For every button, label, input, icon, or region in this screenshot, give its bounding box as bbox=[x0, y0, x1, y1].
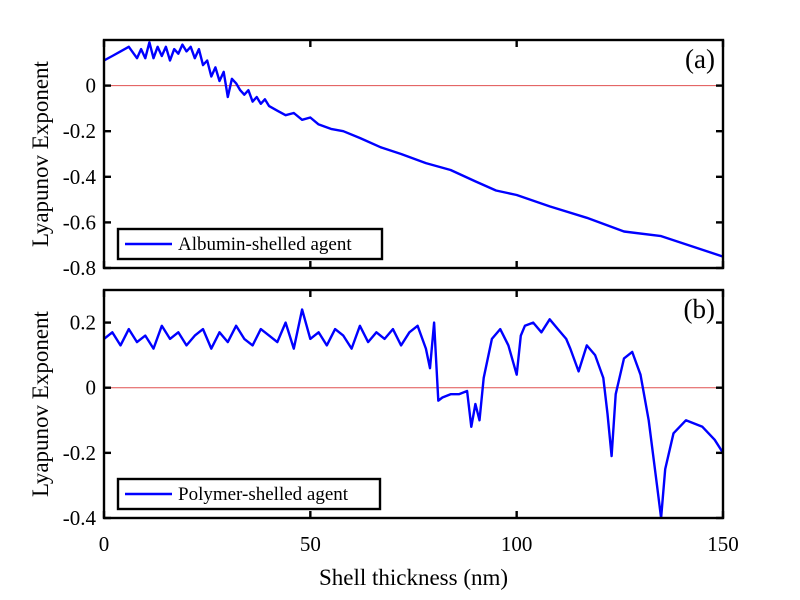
xlabel: Shell thickness (nm) bbox=[319, 565, 508, 590]
xtick-label: 0 bbox=[99, 532, 110, 556]
panel-a-legend: Albumin-shelled agent bbox=[116, 227, 384, 261]
panel-b-ytick-label: 0 bbox=[86, 376, 97, 400]
panel-b-legend-label: Polymer-shelled agent bbox=[178, 484, 349, 505]
panel-b-axes-box bbox=[102, 288, 725, 520]
panel-a-ylabel: Lyapunov Exponent bbox=[28, 60, 53, 246]
panel-b-label: (b) bbox=[684, 294, 715, 324]
panel-b-ytick-label: 0.2 bbox=[70, 311, 96, 335]
panel-b-series-line bbox=[104, 308, 723, 518]
panel-a-ytick-label: -0.2 bbox=[63, 119, 96, 143]
panel-a-axes-box bbox=[102, 38, 725, 270]
panel-a-legend-label: Albumin-shelled agent bbox=[178, 234, 352, 255]
panel-b-ytick-label: -0.4 bbox=[63, 506, 97, 530]
panel-a-ytick-label: -0.8 bbox=[63, 256, 96, 280]
panel-b-ylabel: Lyapunov Exponent bbox=[28, 310, 53, 496]
panel-a-series-line bbox=[104, 41, 723, 258]
xtick-label: 50 bbox=[300, 532, 321, 556]
xtick-label: 100 bbox=[501, 532, 533, 556]
panel-a-ytick-label: 0 bbox=[86, 74, 97, 98]
panel-a-ytick-label: -0.4 bbox=[63, 165, 97, 189]
panel-a: 0 -0.2 -0.4 -0.6 -0.8 Lyapunov Exponent (a) Alb… bbox=[28, 38, 725, 280]
panel-b-ytick-label: -0.2 bbox=[63, 441, 96, 465]
panel-b-legend: Polymer-shelled agent bbox=[116, 477, 382, 511]
xtick-label: 150 bbox=[707, 532, 739, 556]
panel-a-ytick-label: -0.6 bbox=[63, 210, 96, 234]
panel-a-label: (a) bbox=[685, 44, 715, 74]
